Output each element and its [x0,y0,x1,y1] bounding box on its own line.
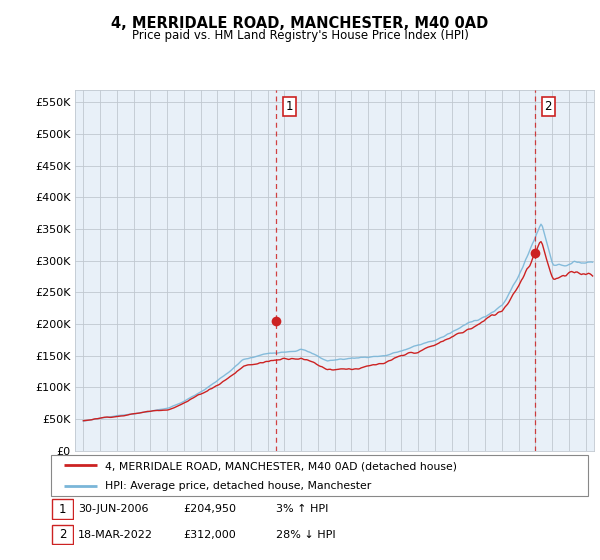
Text: 1: 1 [286,100,293,114]
Text: 3% ↑ HPI: 3% ↑ HPI [276,504,328,514]
Text: 2: 2 [59,528,66,542]
FancyBboxPatch shape [51,455,588,496]
FancyBboxPatch shape [52,500,73,519]
Text: £204,950: £204,950 [183,504,236,514]
Text: 4, MERRIDALE ROAD, MANCHESTER, M40 0AD (detached house): 4, MERRIDALE ROAD, MANCHESTER, M40 0AD (… [105,461,457,471]
Text: 4, MERRIDALE ROAD, MANCHESTER, M40 0AD: 4, MERRIDALE ROAD, MANCHESTER, M40 0AD [112,16,488,31]
Text: 30-JUN-2006: 30-JUN-2006 [78,504,149,514]
Text: Price paid vs. HM Land Registry's House Price Index (HPI): Price paid vs. HM Land Registry's House … [131,29,469,42]
Text: HPI: Average price, detached house, Manchester: HPI: Average price, detached house, Manc… [105,482,371,491]
Text: 2: 2 [545,100,552,114]
Text: 18-MAR-2022: 18-MAR-2022 [78,530,153,540]
Text: 1: 1 [59,502,66,516]
FancyBboxPatch shape [52,525,73,544]
Text: £312,000: £312,000 [183,530,236,540]
Text: 28% ↓ HPI: 28% ↓ HPI [276,530,335,540]
